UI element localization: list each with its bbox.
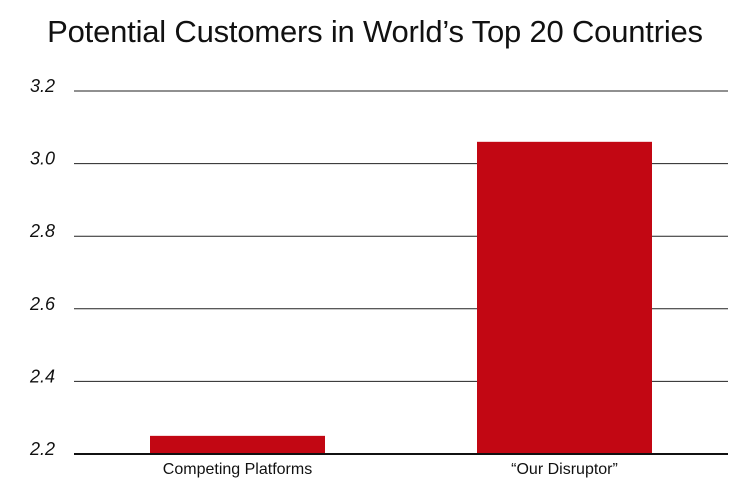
y-tick-label: 2.8 [29,221,55,241]
x-axis-ticks: Competing Platforms “Our Disruptor” [163,461,618,478]
bar [150,435,325,454]
y-tick-label: 3.0 [30,149,55,169]
x-tick-label: Competing Platforms [163,461,312,478]
chart-title: Potential Customers in World’s Top 20 Co… [47,14,703,49]
bar [477,141,652,454]
y-tick-label: 3.2 [30,76,55,96]
y-tick-label: 2.4 [29,366,55,386]
y-tick-label: 2.2 [29,439,55,459]
x-tick-label: “Our Disruptor” [511,461,618,478]
y-tick-label: 2.6 [29,294,56,314]
y-axis-ticks: 2.2 2.4 2.6 2.8 3.0 3.2 [29,76,56,459]
bars [150,141,652,454]
